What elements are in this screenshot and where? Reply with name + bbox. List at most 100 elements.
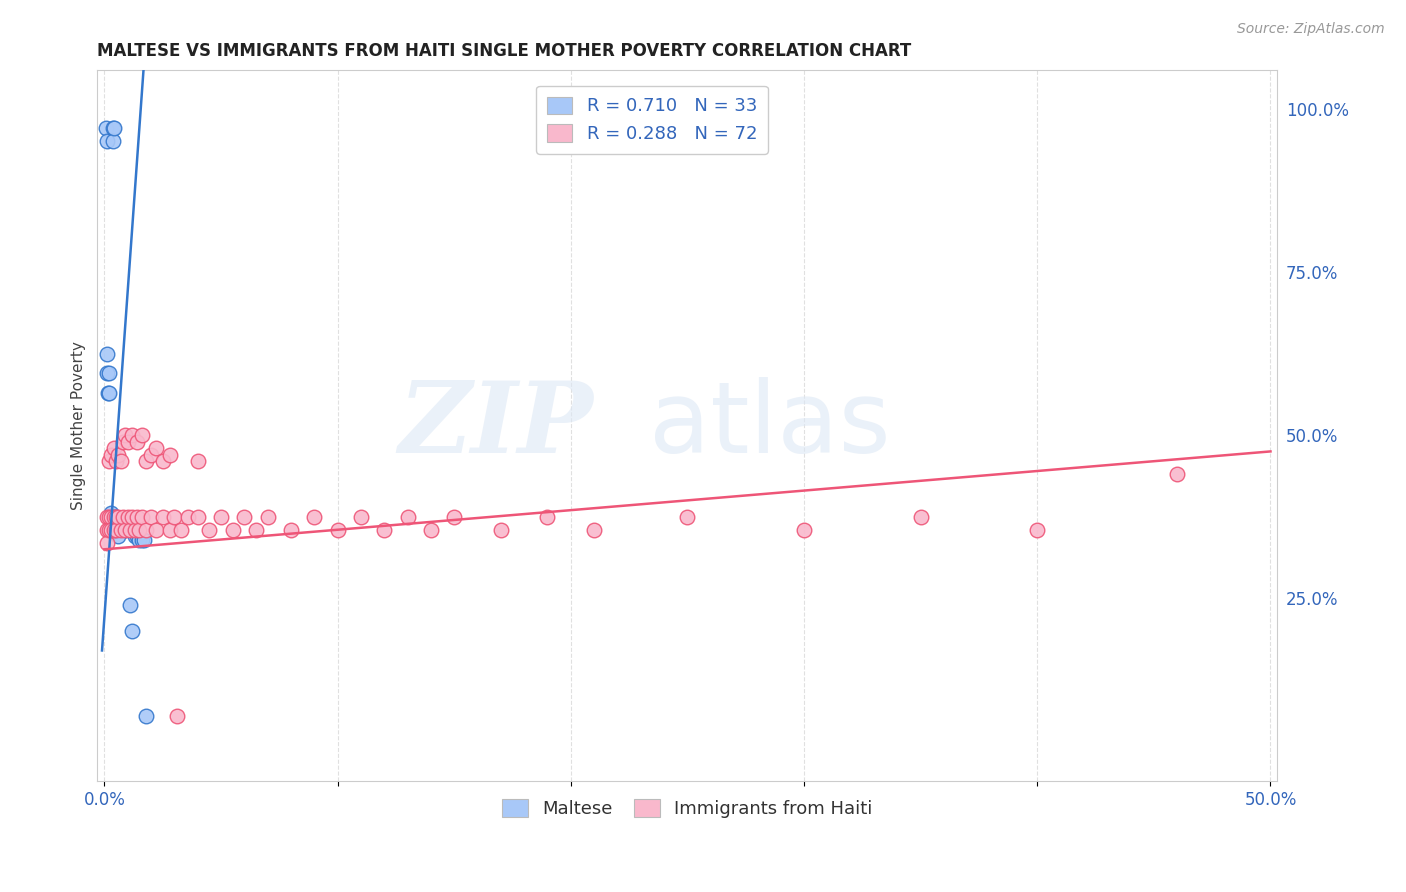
- Point: [326, 523, 349, 537]
- Point: [100, 519, 122, 533]
- Point: [280, 523, 302, 537]
- Point: [103, 509, 125, 524]
- Point: [96, 121, 118, 136]
- Y-axis label: Single Mother Poverty: Single Mother Poverty: [72, 341, 86, 509]
- Point: [121, 624, 143, 638]
- Point: [233, 509, 256, 524]
- Point: [163, 509, 186, 524]
- Point: [793, 523, 815, 537]
- Point: [139, 448, 162, 462]
- Point: [166, 708, 188, 723]
- Point: [583, 523, 606, 537]
- Point: [118, 523, 141, 537]
- Point: [100, 523, 122, 537]
- Point: [103, 135, 125, 149]
- Text: atlas: atlas: [650, 376, 891, 474]
- Point: [100, 509, 122, 524]
- Point: [245, 523, 267, 537]
- Point: [135, 454, 157, 468]
- Text: Source: ZipAtlas.com: Source: ZipAtlas.com: [1237, 22, 1385, 37]
- Point: [121, 509, 143, 524]
- Point: [910, 509, 932, 524]
- Point: [98, 385, 121, 400]
- Point: [536, 509, 558, 524]
- Point: [350, 509, 373, 524]
- Point: [98, 366, 121, 380]
- Point: [96, 536, 118, 550]
- Point: [105, 523, 128, 537]
- Point: [1166, 467, 1188, 482]
- Point: [105, 454, 128, 468]
- Point: [125, 434, 148, 449]
- Point: [443, 509, 465, 524]
- Point: [110, 519, 132, 533]
- Point: [105, 509, 128, 524]
- Point: [96, 509, 118, 524]
- Point: [139, 509, 162, 524]
- Point: [103, 509, 125, 524]
- Point: [117, 519, 139, 533]
- Point: [97, 385, 120, 400]
- Point: [131, 533, 153, 547]
- Point: [96, 523, 118, 537]
- Point: [132, 533, 155, 547]
- Point: [1026, 523, 1049, 537]
- Point: [107, 509, 129, 524]
- Point: [145, 441, 167, 455]
- Point: [96, 346, 118, 360]
- Point: [159, 448, 181, 462]
- Point: [105, 523, 128, 537]
- Point: [256, 509, 278, 524]
- Point: [110, 523, 132, 537]
- Point: [103, 121, 125, 136]
- Point: [118, 598, 141, 612]
- Point: [101, 121, 124, 136]
- Text: MALTESE VS IMMIGRANTS FROM HAITI SINGLE MOTHER POVERTY CORRELATION CHART: MALTESE VS IMMIGRANTS FROM HAITI SINGLE …: [97, 42, 911, 60]
- Point: [170, 523, 193, 537]
- Point: [100, 507, 122, 521]
- Point: [419, 523, 441, 537]
- Point: [187, 509, 209, 524]
- Point: [107, 448, 129, 462]
- Point: [107, 523, 129, 537]
- Point: [131, 509, 153, 524]
- Point: [128, 533, 150, 547]
- Point: [103, 441, 125, 455]
- Point: [159, 523, 181, 537]
- Point: [131, 428, 153, 442]
- Point: [135, 523, 157, 537]
- Point: [304, 509, 326, 524]
- Point: [177, 509, 200, 524]
- Point: [152, 454, 174, 468]
- Point: [100, 448, 122, 462]
- Point: [114, 428, 136, 442]
- Point: [111, 519, 134, 533]
- Point: [121, 428, 143, 442]
- Point: [107, 529, 129, 543]
- Point: [105, 523, 128, 537]
- Point: [114, 523, 136, 537]
- Point: [128, 523, 150, 537]
- Point: [209, 509, 232, 524]
- Point: [124, 529, 146, 543]
- Point: [124, 523, 146, 537]
- Point: [103, 523, 125, 537]
- Point: [489, 523, 512, 537]
- Point: [111, 434, 134, 449]
- Point: [125, 509, 148, 524]
- Point: [117, 509, 139, 524]
- Point: [187, 454, 209, 468]
- Point: [676, 509, 699, 524]
- Point: [96, 135, 118, 149]
- Point: [145, 523, 167, 537]
- Point: [103, 523, 125, 537]
- Point: [110, 454, 132, 468]
- Point: [125, 529, 148, 543]
- Point: [152, 509, 174, 524]
- Point: [373, 523, 395, 537]
- Point: [198, 523, 221, 537]
- Legend: Maltese, Immigrants from Haiti: Maltese, Immigrants from Haiti: [495, 792, 880, 825]
- Text: ZIP: ZIP: [398, 377, 593, 474]
- Point: [124, 523, 146, 537]
- Point: [114, 519, 136, 533]
